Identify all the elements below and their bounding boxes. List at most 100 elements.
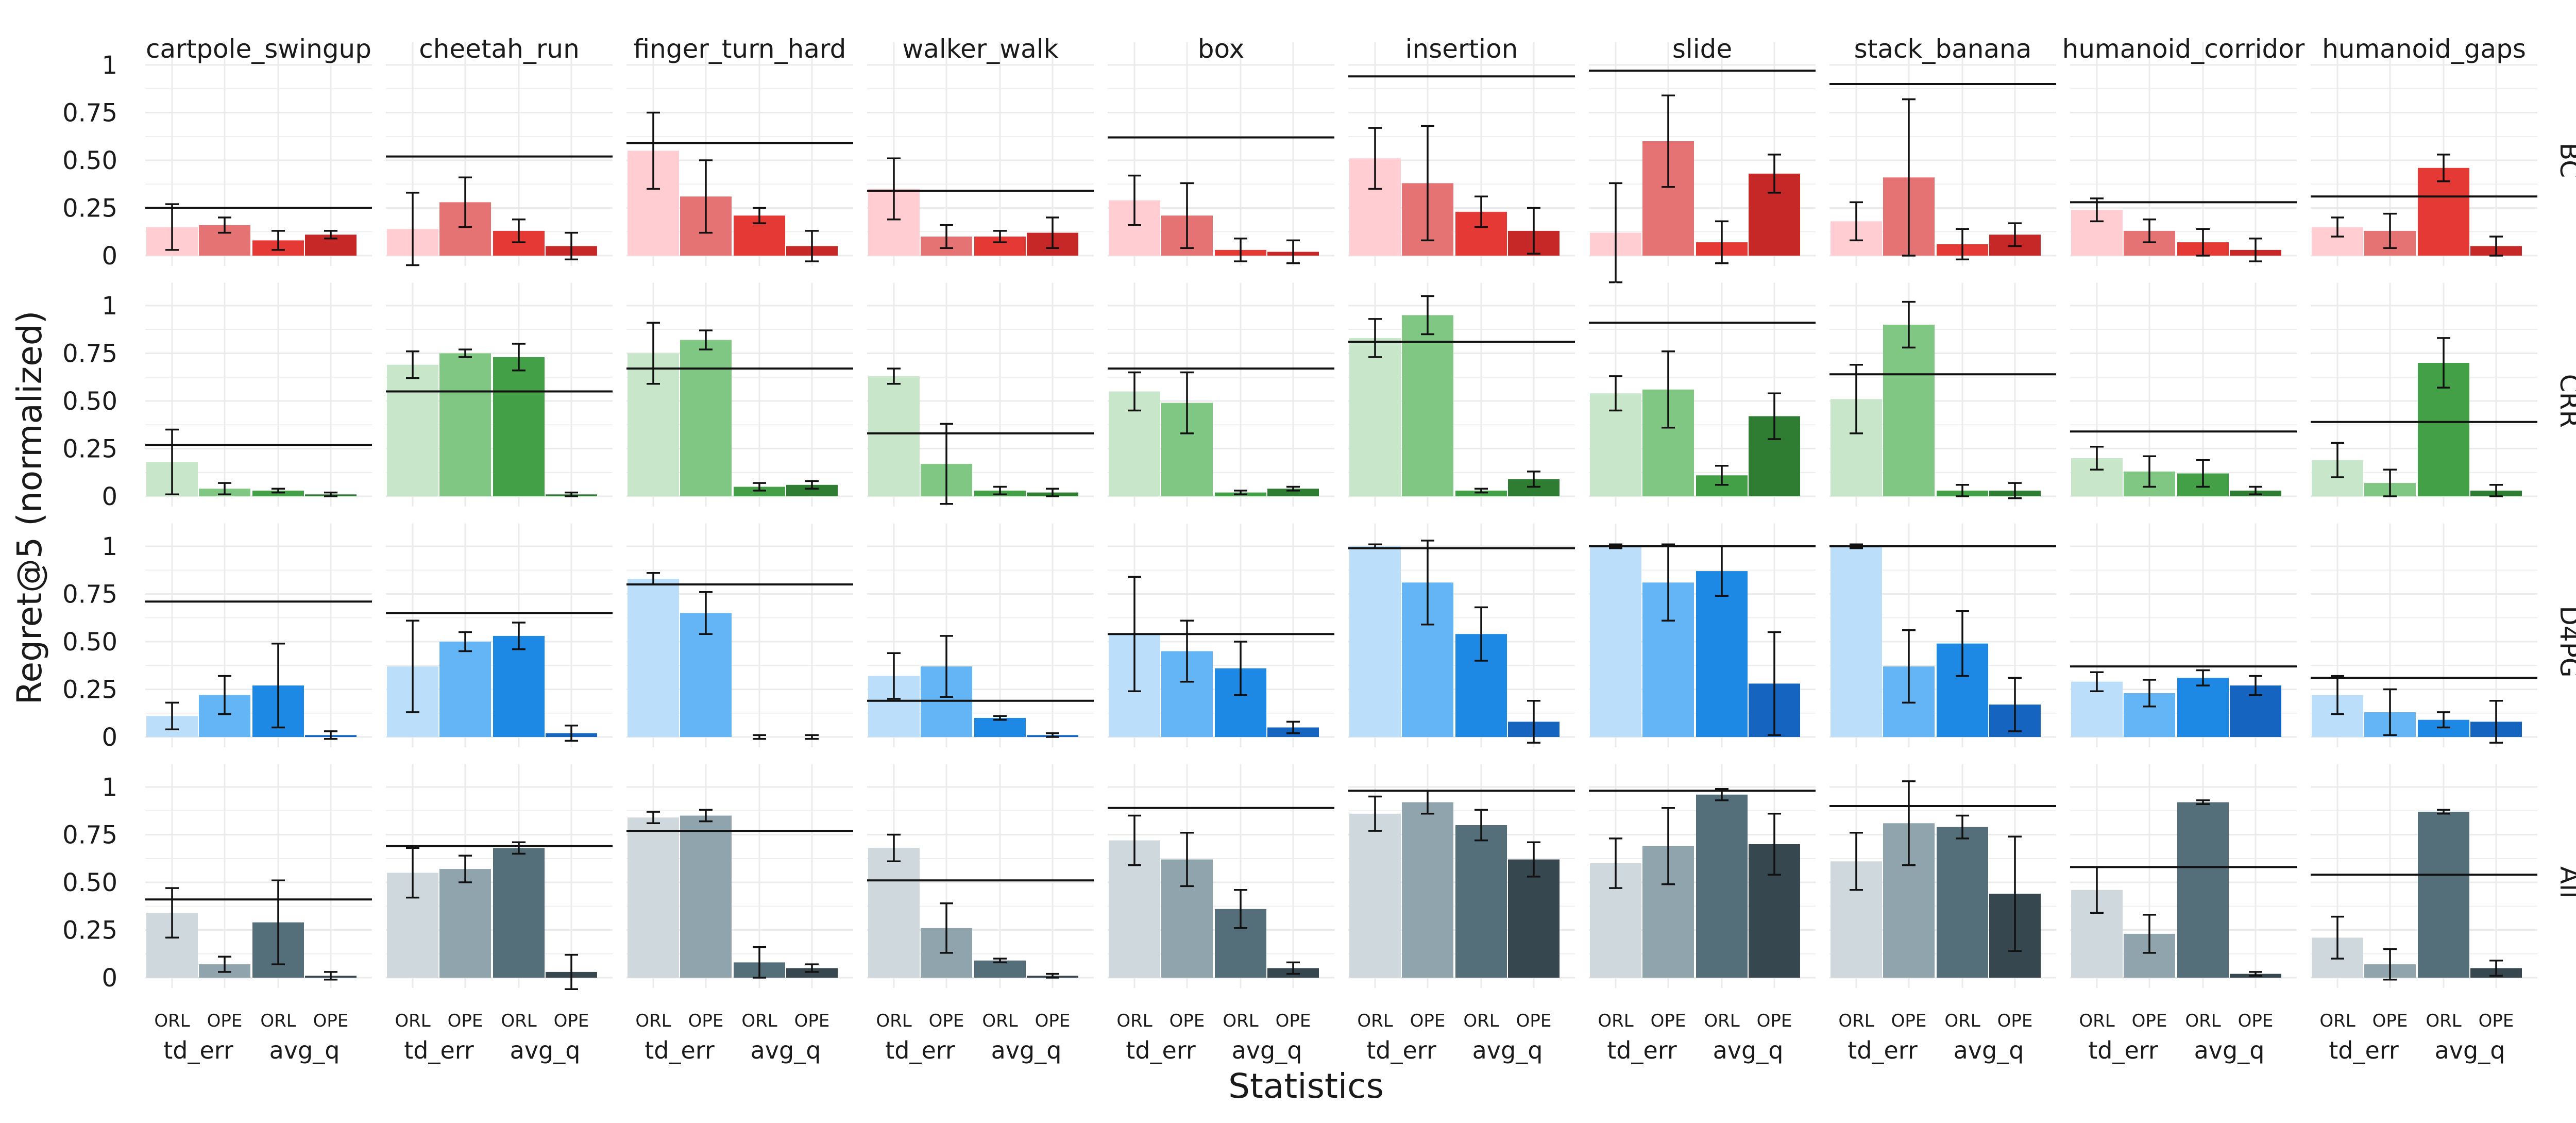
bar-orl xyxy=(974,960,1026,978)
bar-ope xyxy=(786,968,838,978)
bar-orl xyxy=(628,578,679,737)
error-bar xyxy=(1850,832,1863,891)
error-bar xyxy=(1475,195,1488,228)
error-bar xyxy=(1475,488,1488,494)
error-bar xyxy=(272,879,285,965)
error-bar xyxy=(1128,174,1141,226)
error-bar xyxy=(1234,889,1247,929)
error-bar xyxy=(512,218,526,243)
error-bar xyxy=(1662,543,1675,622)
error-bar xyxy=(2489,484,2503,497)
x-tick-label: OPE xyxy=(1651,1011,1686,1031)
bar-ope xyxy=(1508,859,1560,978)
panel xyxy=(2070,282,2297,507)
error-bar xyxy=(2383,948,2397,981)
error-bar xyxy=(1368,795,1382,832)
error-bar xyxy=(647,322,660,385)
error-bar xyxy=(1715,465,1728,486)
error-bar xyxy=(2489,699,2503,744)
error-bar xyxy=(272,642,285,729)
panel: ORL OPE ORL OPE td_err avg_q xyxy=(1348,764,1575,1064)
error-bar xyxy=(1527,841,1540,878)
x-tick-label: ORL xyxy=(1463,1011,1499,1031)
bar-orl xyxy=(2418,812,2469,978)
column-title: humanoid_gaps xyxy=(2322,34,2526,64)
error-bar xyxy=(2489,236,2503,257)
error-bar xyxy=(1180,832,1194,887)
error-bar xyxy=(2196,799,2210,806)
error-bar xyxy=(1527,471,1540,488)
panel xyxy=(1829,523,2056,747)
error-bar xyxy=(1421,540,1434,626)
x-tick-label: OPE xyxy=(1997,1011,2033,1031)
error-bar xyxy=(2143,455,2156,488)
error-bar xyxy=(887,652,901,700)
x-tick-label: ORL xyxy=(1116,1011,1152,1031)
y-tick-label: 0.75 xyxy=(62,340,117,368)
error-bar xyxy=(887,833,901,863)
bar-orl xyxy=(1349,546,1401,737)
group-label: avg_q xyxy=(510,1036,581,1064)
error-bar xyxy=(699,591,713,635)
error-bar xyxy=(2196,669,2210,686)
x-tick-label: OPE xyxy=(1891,1011,1927,1031)
bar-orl xyxy=(628,817,679,978)
panel: ORL OPE ORL OPE td_err avg_q xyxy=(386,764,613,1064)
error-bar xyxy=(1180,182,1194,249)
error-bar xyxy=(1527,699,1540,744)
y-tick-label: 1 xyxy=(101,51,117,80)
error-bar xyxy=(1768,631,1781,736)
error-bar xyxy=(2196,228,2210,257)
error-bar xyxy=(2383,468,2397,497)
bar-orl xyxy=(1590,546,1641,737)
error-bar xyxy=(1609,375,1622,412)
error-bar xyxy=(2249,485,2262,496)
panel: ORL OPE ORL OPE td_err avg_q xyxy=(1108,764,1334,1064)
bar-orl xyxy=(493,357,545,496)
error-bar xyxy=(753,734,766,740)
group-label: td_err xyxy=(1848,1036,1918,1064)
error-bar xyxy=(753,946,766,979)
bar-ope xyxy=(680,815,732,978)
error-bar xyxy=(406,192,419,266)
group-label: td_err xyxy=(1607,1036,1677,1064)
error-bar xyxy=(459,631,472,652)
x-tick-label: OPE xyxy=(1035,1011,1071,1031)
y-tick-label: 0.75 xyxy=(62,580,117,609)
x-tick-label: OPE xyxy=(2132,1011,2167,1031)
x-tick-label: ORL xyxy=(635,1011,671,1031)
panel: ORL OPE ORL OPE td_err avg_q xyxy=(2070,764,2297,1064)
x-axis-label: Statistics xyxy=(1228,1066,1384,1106)
error-bar xyxy=(1850,363,1863,434)
error-bar xyxy=(2008,677,2022,732)
error-bar xyxy=(2008,835,2022,952)
panel: cheetah_run xyxy=(386,34,613,266)
x-tick-label: ORL xyxy=(2079,1011,2114,1031)
bar-orl xyxy=(1696,571,1748,737)
bar-orl xyxy=(1455,825,1507,978)
error-bar xyxy=(1421,125,1434,242)
error-bar xyxy=(459,348,472,358)
error-bar xyxy=(1128,371,1141,412)
panel xyxy=(626,523,853,747)
panel: ORL OPE ORL OPE td_err avg_q xyxy=(145,764,372,1064)
row-label-all: All xyxy=(2554,866,2576,898)
error-bar xyxy=(993,958,1007,964)
error-bar xyxy=(1046,732,1059,738)
error-bar xyxy=(565,725,578,742)
bar-ope xyxy=(1883,325,1935,496)
error-bar xyxy=(2437,337,2450,389)
y-tick-label: 0 xyxy=(101,964,117,993)
x-tick-label: ORL xyxy=(1357,1011,1393,1031)
error-bar xyxy=(1902,300,1916,349)
panel: insertion xyxy=(1348,34,1575,266)
x-tick-label: OPE xyxy=(2372,1011,2408,1031)
error-bar xyxy=(1662,350,1675,429)
bar-orl xyxy=(974,718,1026,737)
panel xyxy=(867,282,1094,507)
bar-orl xyxy=(2177,802,2229,978)
panel: ORL OPE ORL OPE td_err avg_q xyxy=(2311,764,2537,1064)
bar-ope xyxy=(439,869,491,978)
bar-orl xyxy=(1349,338,1401,496)
y-tick-label: 0.25 xyxy=(62,435,117,464)
